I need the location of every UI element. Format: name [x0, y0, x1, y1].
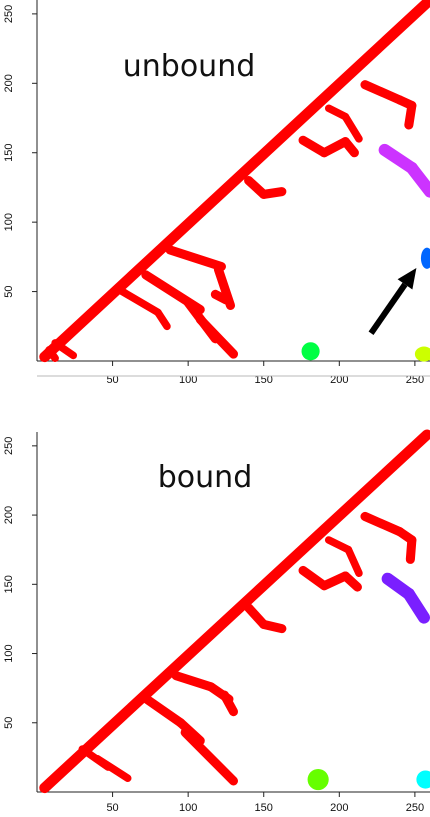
branch-8	[360, 80, 417, 130]
annotation-arrow	[368, 267, 417, 335]
x-tick-label: 200	[330, 802, 348, 814]
x-tick-label: 250	[406, 802, 424, 814]
green-cluster	[301, 342, 320, 361]
y-tick-label: 150	[3, 575, 15, 593]
clusters	[39, 0, 430, 363]
panel-title: unbound	[123, 49, 256, 84]
unbound-panel: 50 100 150 200 250 50 100 150 200 250 unbound	[3, 0, 430, 386]
yellow-green-cluster	[414, 346, 430, 362]
magenta-cluster-segment-1	[405, 161, 430, 198]
branch-7-segment-1	[341, 112, 363, 143]
y-tick-label: 50	[3, 717, 15, 729]
branch-2-segment-2	[180, 727, 239, 786]
branch-1-segment-1	[93, 754, 132, 782]
x-ticks: 50 100 150 200 250	[106, 361, 424, 386]
branch-4	[165, 245, 236, 310]
branch-1	[78, 745, 132, 782]
branch-5	[244, 175, 287, 199]
x-ticks: 50 100 150 200 250	[106, 792, 424, 814]
branch-2-segment-1	[154, 308, 171, 331]
green-cluster-blob-0	[301, 342, 320, 361]
cyan-cluster-blob-0	[416, 770, 430, 789]
x-tick-label: 100	[179, 374, 197, 386]
arrow-shaft	[368, 282, 408, 335]
magenta-cluster	[378, 143, 430, 198]
green-cluster	[307, 768, 329, 791]
x-tick-label: 200	[330, 374, 348, 386]
blue-cluster	[420, 247, 430, 269]
x-tick-label: 150	[255, 374, 273, 386]
clusters	[39, 429, 430, 794]
y-tick-label: 50	[3, 285, 15, 297]
x-tick-label: 100	[179, 802, 197, 814]
x-tick-label: 250	[406, 374, 424, 386]
branch-8-segment-0	[360, 80, 405, 105]
axes	[36, 0, 430, 362]
panel-title: bound	[158, 460, 252, 495]
branch-5	[298, 565, 362, 592]
branch-5-segment-1	[259, 187, 287, 199]
yellow-green-cluster-blob-0	[414, 346, 430, 362]
y-tick-label: 100	[3, 213, 15, 231]
branch-7	[324, 104, 363, 143]
green-cluster-blob-0	[307, 768, 329, 791]
x-tick-label: 150	[255, 802, 273, 814]
branch-4-segment-2	[210, 289, 231, 305]
main-diagonal	[39, 0, 430, 363]
branch-2	[138, 691, 239, 786]
branch-6-segment-1	[344, 545, 363, 578]
bound-panel: 50 100 150 200 250 50 100 150 200 250 bound	[3, 429, 430, 814]
branch-7	[360, 511, 417, 564]
branch-3	[171, 671, 239, 717]
branch-3-segment-2	[219, 690, 239, 717]
y-tick-label: 200	[3, 74, 15, 92]
branch-8-segment-2	[404, 100, 417, 130]
arrow-head	[397, 267, 417, 290]
branch-3-segment-2	[195, 314, 239, 359]
blue-cluster-blob-0	[420, 247, 430, 269]
branch-2	[116, 286, 171, 331]
purple-cluster-segment-1	[402, 587, 430, 624]
branch-1-segment-1	[45, 346, 59, 363]
branch-4-segment-1	[259, 619, 287, 634]
y-ticks: 50 100 150 200 250	[3, 437, 37, 729]
branch-6	[298, 135, 359, 158]
branch-2-segment-0	[138, 691, 186, 728]
y-tick-label: 250	[3, 5, 15, 23]
y-tick-label: 250	[3, 437, 15, 455]
branch-4-segment-0	[165, 245, 226, 272]
branch-5-segment-2	[340, 571, 362, 592]
x-tick-label: 50	[106, 374, 118, 386]
purple-cluster	[381, 572, 430, 624]
branch-3-segment-0	[171, 671, 216, 692]
branch-6-segment-2	[340, 137, 359, 158]
y-tick-label: 200	[3, 506, 15, 524]
branch-7-segment-2	[405, 535, 417, 564]
branch-7-segment-0	[360, 511, 405, 537]
main-diagonal-segment-0	[39, 0, 430, 363]
branch-1	[45, 339, 78, 363]
y-tick-label: 100	[3, 644, 15, 662]
cyan-cluster	[416, 770, 430, 789]
y-ticks: 50 100 150 200 250	[3, 5, 37, 298]
branch-3	[141, 270, 239, 359]
main-diagonal	[39, 429, 430, 794]
main-diagonal-segment-0	[39, 429, 430, 794]
y-tick-label: 150	[3, 144, 15, 162]
axes	[36, 432, 430, 793]
branch-4	[244, 603, 287, 634]
branch-6	[324, 536, 363, 578]
branch-2-segment-0	[116, 286, 162, 317]
x-tick-label: 50	[106, 802, 118, 814]
branch-1-segment-0	[51, 339, 78, 360]
